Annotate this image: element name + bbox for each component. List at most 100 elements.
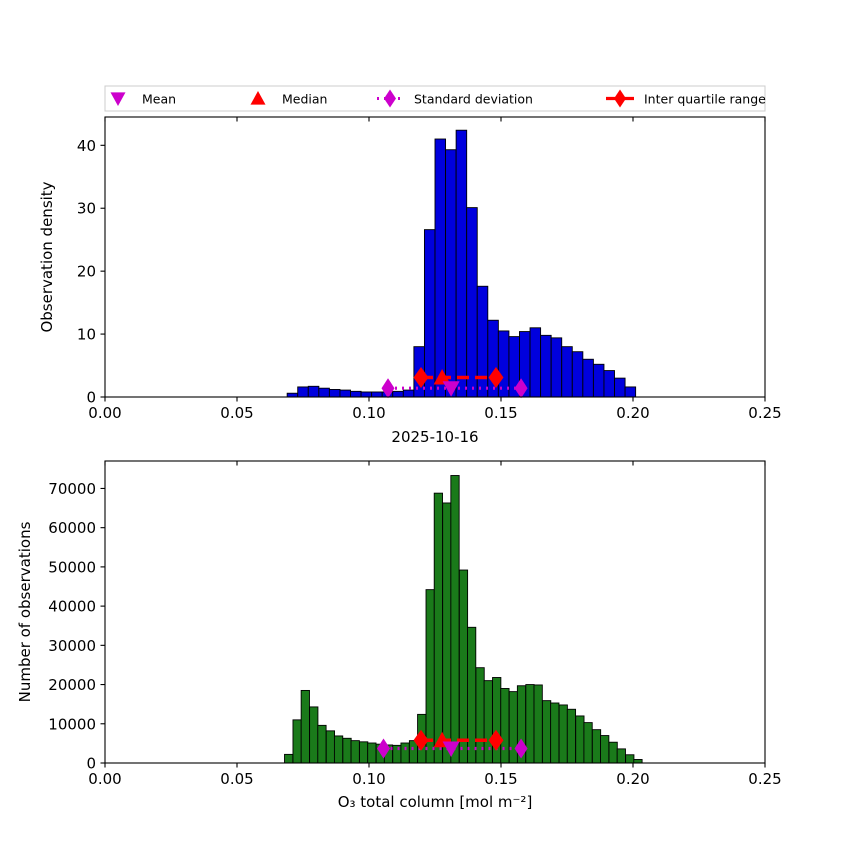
histogram-bar (450, 475, 460, 764)
y-tick-label: 30 (77, 200, 96, 218)
histogram-bar (309, 706, 319, 764)
axes-observation-density-histogram: 0.00 0.05 0.10 0.15 0.20 0.25 0 10 20 30 40 Observa… (38, 116, 782, 446)
standard-deviation-high-marker (514, 378, 528, 399)
histogram-bar (360, 391, 373, 398)
histogram-bar (525, 684, 535, 764)
histogram-bar (492, 677, 502, 764)
histogram-bar (583, 722, 593, 764)
mean-marker (442, 381, 460, 397)
x-tick-label: 0.15 (484, 404, 517, 422)
axes-frame (104, 116, 766, 398)
statistics-overlay-observation-density-histogram (381, 366, 528, 399)
histogram-bar (466, 207, 478, 398)
histogram-bar (425, 589, 435, 764)
histogram-bar (371, 391, 383, 398)
histogram-bar (284, 753, 294, 764)
x-tick-label: 0.05 (220, 404, 253, 422)
legend-label: Standard deviation (414, 92, 533, 107)
histogram-bar (325, 730, 336, 764)
x-tick-label: 0.00 (88, 404, 121, 422)
legend-item-median[interactable]: Median (250, 91, 328, 107)
histogram-bar (592, 363, 605, 398)
x-tick-label: 0.05 (220, 770, 253, 788)
y-tick-label: 20 (77, 263, 96, 281)
histogram-bar (571, 351, 584, 398)
histogram-bar (582, 358, 594, 398)
bars-number-of-observations-histogram (284, 475, 643, 764)
histogram-bar (433, 492, 443, 764)
histogram-bar (434, 138, 447, 398)
histogram-bar (483, 680, 493, 764)
histogram-bar (455, 129, 468, 398)
legend-label: Mean (142, 92, 176, 107)
histogram-bar (608, 741, 618, 764)
legend-item-standard-deviation[interactable]: Standard deviation (377, 89, 533, 108)
histogram-bar (624, 386, 637, 398)
legend-item-inter-quartile-range[interactable]: Inter quartile range (606, 89, 766, 108)
histogram-bar (508, 691, 518, 764)
y-axis-label: Number of observations (16, 521, 34, 702)
histogram-bar (328, 389, 341, 398)
legend-label: Median (282, 92, 327, 107)
histogram-bar (614, 377, 626, 398)
y-tick-label: 40000 (48, 598, 96, 616)
histogram-bar (600, 735, 610, 764)
standard-deviation-low-marker (381, 378, 395, 399)
histogram-bar (575, 715, 585, 764)
histogram-bar (467, 626, 477, 764)
y-tick-label: 50000 (48, 558, 96, 576)
bars-observation-density-histogram (286, 129, 637, 398)
histogram-bar (625, 754, 635, 764)
x-tick-label: 0.00 (88, 770, 121, 788)
histogram-bar (591, 729, 602, 764)
y-axis-label: Observation density (38, 181, 56, 332)
histogram-bar (566, 708, 577, 764)
histogram-bar (529, 327, 542, 398)
histogram-bar (603, 370, 615, 398)
mean-marker (442, 741, 460, 757)
legend-frame (104, 85, 766, 112)
triangle-down-icon (110, 92, 126, 106)
inter-quartile-range-high-marker (488, 366, 504, 388)
histogram-bar (392, 744, 402, 764)
histogram-bar (476, 285, 489, 398)
x-tick-label: 0.20 (616, 404, 649, 422)
y-tick-label: 0 (86, 755, 96, 773)
histogram-bar (550, 702, 560, 764)
histogram-bar (550, 337, 563, 398)
x-tick-label: 0.25 (748, 770, 781, 788)
histogram-bar (286, 392, 299, 398)
x-tick-label: 0.10 (352, 404, 385, 422)
diamond-icon (384, 89, 396, 108)
statistics-overlay-number-of-observations-histogram (377, 729, 528, 759)
histogram-bar (367, 742, 377, 764)
inter-quartile-range-high-marker (488, 729, 504, 751)
median-marker (433, 368, 451, 385)
histogram-bar (392, 390, 404, 398)
x-tick-label: 0.10 (352, 770, 385, 788)
histogram-bar (300, 689, 310, 764)
y-tick-label: 10000 (48, 715, 96, 733)
triangle-up-icon (250, 91, 266, 105)
x-axis-label: O₃ total column [mol m⁻²] (338, 793, 533, 811)
legend-item-mean[interactable]: Mean (110, 92, 177, 107)
histogram-bar (350, 390, 362, 398)
histogram-bar (359, 741, 369, 764)
histogram-bar (307, 385, 320, 398)
inter-quartile-range-low-marker (413, 729, 429, 751)
histogram-bar (292, 719, 302, 764)
standard-deviation-high-marker (514, 738, 528, 759)
y-tick-label: 10 (77, 326, 96, 344)
histogram-bar (333, 735, 344, 764)
y-tick-label: 30000 (48, 637, 96, 655)
y-tick-label: 20000 (48, 676, 96, 694)
histogram-bar (297, 386, 309, 398)
inter-quartile-range-low-marker (413, 366, 429, 388)
histogram-bar (339, 389, 351, 398)
y-tick-label: 70000 (48, 480, 96, 498)
legend: Mean Median Standard deviation Inter quarti… (104, 85, 766, 112)
diamond-icon (614, 89, 626, 108)
x-tick-label: 0.25 (748, 404, 781, 422)
histogram-bar (616, 748, 626, 764)
